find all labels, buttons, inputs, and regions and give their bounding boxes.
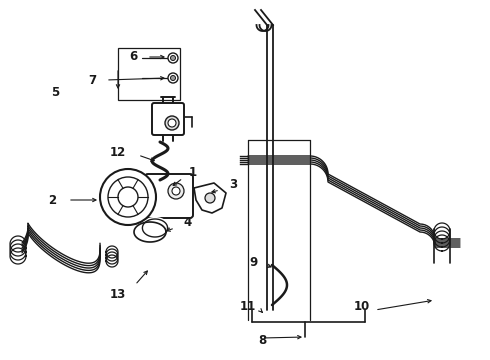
Text: 2: 2 — [48, 194, 56, 207]
Circle shape — [100, 169, 156, 225]
Circle shape — [168, 183, 184, 199]
Circle shape — [165, 116, 179, 130]
Text: 13: 13 — [110, 288, 126, 302]
Text: 3: 3 — [229, 179, 237, 192]
Text: 7: 7 — [88, 73, 96, 86]
FancyBboxPatch shape — [152, 103, 184, 135]
Text: 10: 10 — [354, 301, 370, 314]
Circle shape — [172, 187, 180, 195]
Circle shape — [168, 73, 178, 83]
FancyBboxPatch shape — [145, 174, 193, 218]
Text: 9: 9 — [249, 256, 257, 270]
Circle shape — [168, 119, 176, 127]
Text: 8: 8 — [258, 333, 266, 346]
Text: 11: 11 — [240, 301, 256, 314]
Circle shape — [171, 55, 175, 60]
Text: 5: 5 — [51, 85, 59, 99]
Text: 12: 12 — [110, 145, 126, 158]
Circle shape — [118, 187, 138, 207]
Circle shape — [171, 76, 175, 81]
Text: 4: 4 — [184, 216, 192, 229]
Circle shape — [108, 177, 148, 217]
Text: 1: 1 — [189, 166, 197, 179]
Text: 6: 6 — [129, 50, 137, 63]
Circle shape — [205, 193, 215, 203]
Bar — [118, 48, 180, 100]
Circle shape — [168, 53, 178, 63]
